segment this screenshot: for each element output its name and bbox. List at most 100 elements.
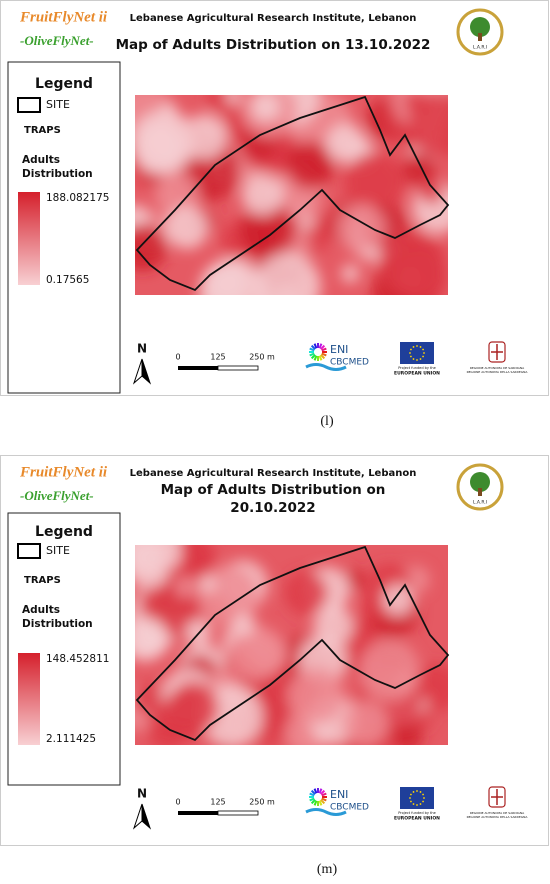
eu-star bbox=[422, 355, 424, 358]
heat-blob bbox=[167, 681, 219, 734]
heat-blob bbox=[284, 570, 329, 615]
eni-wave bbox=[305, 363, 347, 371]
caption: (m) bbox=[317, 862, 338, 877]
region-cross bbox=[491, 344, 503, 360]
eni-ray bbox=[321, 792, 327, 797]
eu-star bbox=[412, 791, 415, 793]
cbcmed-label: CBCMED bbox=[330, 358, 369, 368]
eu-star bbox=[410, 800, 412, 803]
eni-ray bbox=[320, 789, 326, 795]
sub-brand: -OliveFlyNet- bbox=[20, 488, 94, 503]
heat-blob bbox=[402, 152, 437, 187]
region-label: REGIONE AUTONOMA DELLA SARDEGNA bbox=[467, 370, 529, 374]
caption: (l) bbox=[320, 414, 334, 429]
eni-ray bbox=[320, 354, 326, 360]
lari-label: L.A.R.I bbox=[473, 45, 487, 51]
traps-label: TRAPS bbox=[24, 125, 61, 136]
institute: Lebanese Agricultural Research Institute… bbox=[130, 13, 417, 24]
heat-blob bbox=[154, 171, 200, 217]
eu-star bbox=[412, 346, 415, 348]
ramp-min: 2.111425 bbox=[46, 733, 96, 745]
heat-blob bbox=[378, 230, 446, 295]
eu-star bbox=[410, 348, 412, 351]
heat-blob bbox=[254, 253, 321, 295]
heat-blob bbox=[225, 95, 242, 104]
heat-blob bbox=[341, 264, 360, 283]
heat-blob bbox=[343, 152, 405, 213]
eu-star bbox=[410, 793, 412, 796]
scale-label: 125 bbox=[210, 353, 225, 362]
scale-label: 125 bbox=[210, 798, 225, 807]
north-label: N bbox=[137, 342, 147, 356]
eni-ray bbox=[310, 344, 316, 350]
eni-ray bbox=[309, 347, 315, 352]
scale-label: 250 m bbox=[249, 353, 275, 362]
heat-blob bbox=[407, 95, 448, 158]
eni-ray bbox=[310, 354, 316, 360]
eni-ray bbox=[313, 800, 318, 806]
eni-ray bbox=[313, 355, 318, 361]
heat-blob bbox=[313, 605, 354, 646]
eni-ray bbox=[309, 352, 315, 357]
north-label: N bbox=[137, 787, 147, 801]
heat-blob bbox=[174, 575, 197, 598]
eni-ray bbox=[318, 355, 323, 361]
eu-star bbox=[416, 790, 418, 792]
heat-blob bbox=[241, 173, 284, 216]
eni-label: ENI bbox=[330, 343, 348, 356]
eu-star bbox=[416, 359, 418, 361]
heat-blob bbox=[336, 203, 386, 253]
scale-label: 0 bbox=[175, 798, 180, 807]
lari-label: L.A.R.I bbox=[473, 500, 487, 506]
eu-star bbox=[422, 793, 424, 796]
eu-star bbox=[419, 803, 422, 805]
heat-blob bbox=[285, 141, 335, 190]
heat-blob bbox=[135, 622, 170, 658]
heat-blob bbox=[198, 258, 267, 295]
heat-blob bbox=[418, 178, 444, 205]
eu-star bbox=[410, 355, 412, 358]
ramp-max: 148.452811 bbox=[46, 653, 109, 665]
eu-star bbox=[412, 803, 415, 805]
map-title: Map of Adults Distribution on 13.10.2022 bbox=[116, 37, 431, 53]
map-title: 20.10.2022 bbox=[230, 500, 315, 516]
eni-ray bbox=[321, 347, 327, 352]
eni-ray bbox=[318, 343, 323, 349]
lari-trunk bbox=[478, 488, 482, 496]
heat-blob bbox=[135, 545, 182, 576]
ramp-min: 0.17565 bbox=[46, 274, 89, 286]
site-label: SITE bbox=[46, 98, 70, 111]
region-cross bbox=[491, 789, 503, 805]
color-ramp bbox=[18, 192, 40, 285]
eu-star bbox=[419, 358, 422, 360]
heat-blob bbox=[198, 575, 217, 593]
eu-star bbox=[409, 797, 411, 799]
scale-bar bbox=[178, 366, 218, 370]
brand: FruitFlyNet ii bbox=[19, 464, 108, 480]
eu-star bbox=[419, 346, 422, 348]
eni-ray bbox=[321, 352, 327, 357]
heat-blob bbox=[135, 109, 196, 174]
eu-star bbox=[416, 345, 418, 347]
map-panel: FruitFlyNet ii -OliveFlyNet- Lebanese Agri… bbox=[0, 0, 549, 429]
heat-blob bbox=[382, 583, 414, 616]
eu-flag bbox=[400, 342, 434, 364]
color-ramp bbox=[18, 653, 40, 745]
region-label: REGIONE AUTONOMA DE SARDIGNA bbox=[470, 366, 525, 370]
scale-bar bbox=[217, 365, 259, 371]
scale-label: 250 m bbox=[249, 798, 275, 807]
eni-ray bbox=[320, 799, 326, 805]
site-swatch bbox=[17, 97, 41, 113]
eu-star bbox=[422, 800, 424, 803]
heat-blob bbox=[342, 700, 389, 745]
heat-blob bbox=[165, 205, 209, 250]
eni-ray bbox=[320, 344, 326, 350]
heat-blob bbox=[251, 95, 280, 122]
lari-tree bbox=[470, 472, 490, 492]
map-panel: FruitFlyNet ii -OliveFlyNet- Lebanese Agri… bbox=[0, 455, 549, 877]
eni-ray bbox=[318, 800, 323, 806]
heat-blob bbox=[239, 201, 296, 258]
eu-small: Project funded by the bbox=[398, 366, 436, 370]
eu-label: EUROPEAN UNION bbox=[394, 816, 440, 822]
lari-tree bbox=[470, 17, 490, 37]
